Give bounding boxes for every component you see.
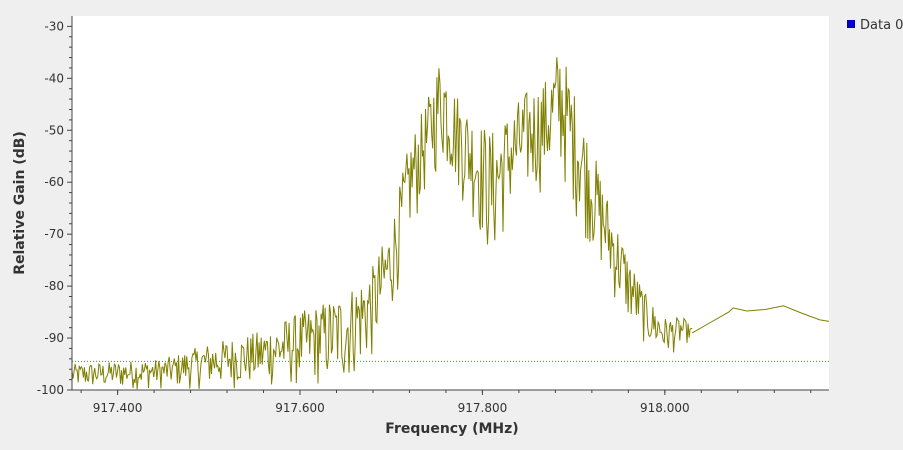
y-tick-label: -40 bbox=[44, 71, 64, 85]
x-tick-label: 918.000 bbox=[640, 401, 690, 415]
series-layer bbox=[71, 57, 830, 390]
y-tick-label: -50 bbox=[44, 123, 64, 137]
y-tick-label: -60 bbox=[44, 175, 64, 189]
y-tick-label: -100 bbox=[37, 383, 64, 397]
y-tick-label: -90 bbox=[44, 331, 64, 345]
legend-swatch bbox=[847, 20, 855, 28]
legend: Data 0 bbox=[847, 18, 903, 33]
series-line-smooth bbox=[691, 305, 830, 334]
x-tick-label: 917.600 bbox=[275, 401, 325, 415]
series-line-noisy bbox=[71, 57, 693, 390]
y-axis-title: Relative Gain (dB) bbox=[12, 131, 28, 275]
legend-label: Data 0 bbox=[860, 18, 903, 33]
plot-area bbox=[72, 16, 829, 390]
y-tick-label: -80 bbox=[44, 279, 64, 293]
x-axis-title: Frequency (MHz) bbox=[385, 421, 518, 437]
y-axis-ticks: -30 -40 -50 -60 -70 -80 -90 -100 bbox=[37, 19, 72, 397]
y-tick-label: -30 bbox=[44, 19, 64, 33]
y-tick-label: -70 bbox=[44, 227, 64, 241]
x-tick-label: 917.800 bbox=[458, 401, 508, 415]
x-axis-ticks: 917.400 917.600 917.800 918.000 bbox=[80, 390, 812, 415]
x-tick-label: 917.400 bbox=[93, 401, 143, 415]
